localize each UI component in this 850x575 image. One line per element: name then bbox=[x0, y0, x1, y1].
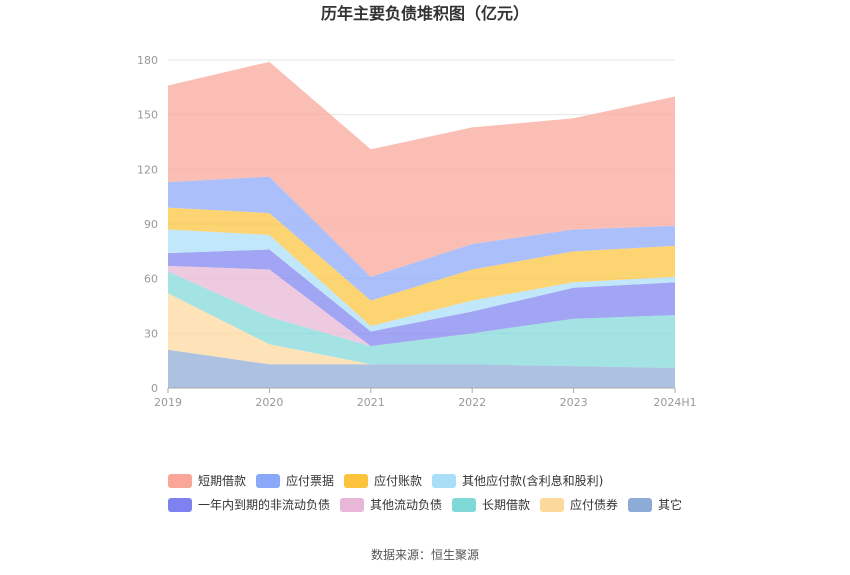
y-tick-label: 120 bbox=[137, 163, 158, 176]
legend-item[interactable]: 应付账款 bbox=[344, 473, 422, 488]
axes: 0 30 60 90 120 150 180 2019 2020 2021 2022 2023 2024… bbox=[137, 54, 697, 409]
y-tick-label: 180 bbox=[137, 54, 158, 67]
legend: 短期借款 应付票据 应付账款 其他应付款(含利息和股利) 一年内到期的非流动负债 其他流动… bbox=[168, 473, 682, 512]
area-其他流动负债 bbox=[168, 265, 675, 347]
legend-label: 应付票据 bbox=[286, 473, 334, 488]
legend-item[interactable]: 其它 bbox=[628, 497, 682, 512]
legend-swatch bbox=[540, 498, 564, 512]
x-tick-label: 2024H1 bbox=[653, 396, 696, 409]
legend-swatch bbox=[168, 498, 192, 512]
area-应付票据 bbox=[168, 176, 675, 301]
legend-swatch bbox=[432, 474, 456, 488]
x-tick-label: 2019 bbox=[154, 396, 182, 409]
legend-swatch bbox=[256, 474, 280, 488]
x-tick-label: 2023 bbox=[560, 396, 588, 409]
y-tick-label: 0 bbox=[151, 382, 158, 395]
legend-label: 其他流动负债 bbox=[370, 498, 442, 512]
legend-swatch bbox=[452, 498, 476, 512]
area-其他应付款(含利息和股利) bbox=[168, 229, 675, 332]
area-其它 bbox=[168, 349, 675, 388]
legend-label: 应付债券 bbox=[570, 497, 618, 512]
legend-label: 短期借款 bbox=[198, 474, 246, 488]
legend-item[interactable]: 一年内到期的非流动负债 bbox=[168, 497, 330, 512]
legend-label: 应付账款 bbox=[374, 473, 422, 488]
chart-title: 历年主要负债堆积图（亿元） bbox=[321, 4, 529, 23]
legend-item[interactable]: 其他流动负债 bbox=[340, 498, 442, 512]
y-tick-label: 90 bbox=[144, 218, 158, 231]
data-source-note: 数据来源：恒生聚源 bbox=[371, 547, 479, 562]
y-tick-label: 150 bbox=[137, 109, 158, 122]
area-应付账款 bbox=[168, 207, 675, 327]
legend-item[interactable]: 长期借款 bbox=[452, 498, 530, 512]
legend-label: 一年内到期的非流动负债 bbox=[198, 497, 330, 512]
area-短期借款 bbox=[168, 61, 675, 277]
legend-swatch bbox=[344, 474, 368, 488]
legend-label: 其他应付款(含利息和股利) bbox=[462, 473, 603, 488]
legend-swatch bbox=[168, 474, 192, 488]
x-tick-label: 2022 bbox=[458, 396, 486, 409]
area-长期借款 bbox=[168, 271, 675, 368]
y-tick-label: 60 bbox=[144, 273, 158, 286]
x-tick-label: 2021 bbox=[357, 396, 385, 409]
area-一年内到期的非流动负债 bbox=[168, 249, 675, 347]
y-tick-label: 30 bbox=[144, 327, 158, 340]
legend-label: 长期借款 bbox=[482, 498, 530, 512]
x-tick-label: 2020 bbox=[255, 396, 283, 409]
legend-item[interactable]: 应付债券 bbox=[540, 497, 618, 512]
legend-label: 其它 bbox=[658, 497, 682, 512]
legend-swatch bbox=[340, 498, 364, 512]
legend-item[interactable]: 应付票据 bbox=[256, 473, 334, 488]
legend-item[interactable]: 短期借款 bbox=[168, 474, 246, 488]
legend-swatch bbox=[628, 498, 652, 512]
legend-item[interactable]: 其他应付款(含利息和股利) bbox=[432, 473, 603, 488]
area-series-group bbox=[168, 61, 675, 388]
